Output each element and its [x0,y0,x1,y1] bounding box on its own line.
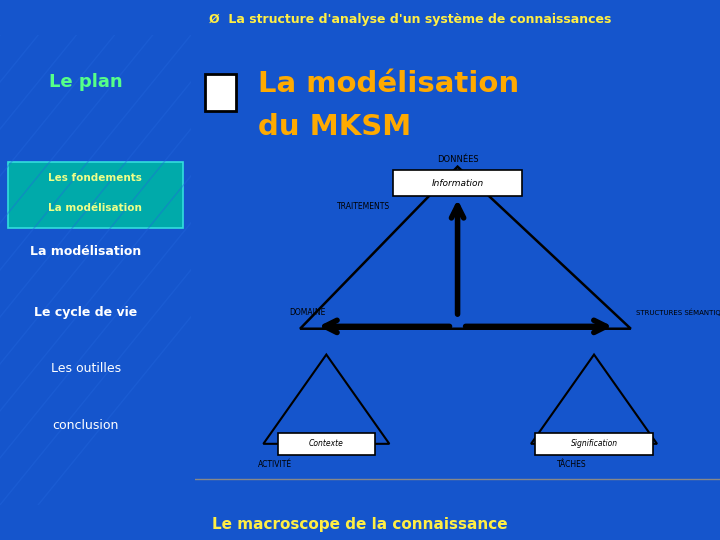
Text: La modélisation: La modélisation [48,203,143,213]
FancyBboxPatch shape [535,433,653,455]
Text: DOMAINE: DOMAINE [289,308,326,317]
Text: Ø  La structure d'analyse d'un système de connaissances: Ø La structure d'analyse d'un système de… [210,13,611,26]
FancyBboxPatch shape [393,171,522,196]
Text: Les outilles: Les outilles [51,362,121,375]
Text: du MKSM: du MKSM [258,113,411,141]
FancyBboxPatch shape [8,162,183,228]
FancyBboxPatch shape [204,74,235,111]
Text: TÂCHES: TÂCHES [557,460,587,469]
Text: TRAITEMENTS: TRAITEMENTS [337,202,390,211]
Text: Signification: Signification [570,440,618,448]
Text: Les fondements: Les fondements [48,173,143,184]
Text: conclusion: conclusion [53,418,119,431]
Text: Information: Information [431,179,484,187]
Text: La modélisation: La modélisation [258,70,519,98]
FancyBboxPatch shape [278,433,374,455]
Text: Le macroscope de la connaissance: Le macroscope de la connaissance [212,517,508,532]
Text: Le cycle de vie: Le cycle de vie [35,306,138,319]
Text: DONNÉES: DONNÉES [437,155,478,164]
Text: Le plan: Le plan [49,73,122,91]
Text: Contexte: Contexte [309,440,343,448]
Text: La modélisation: La modélisation [30,245,142,258]
Text: ACTIVITÉ: ACTIVITÉ [258,460,292,469]
Text: STRUCTURES SÉMANTIQUES: STRUCTURES SÉMANTIQUES [636,308,720,316]
